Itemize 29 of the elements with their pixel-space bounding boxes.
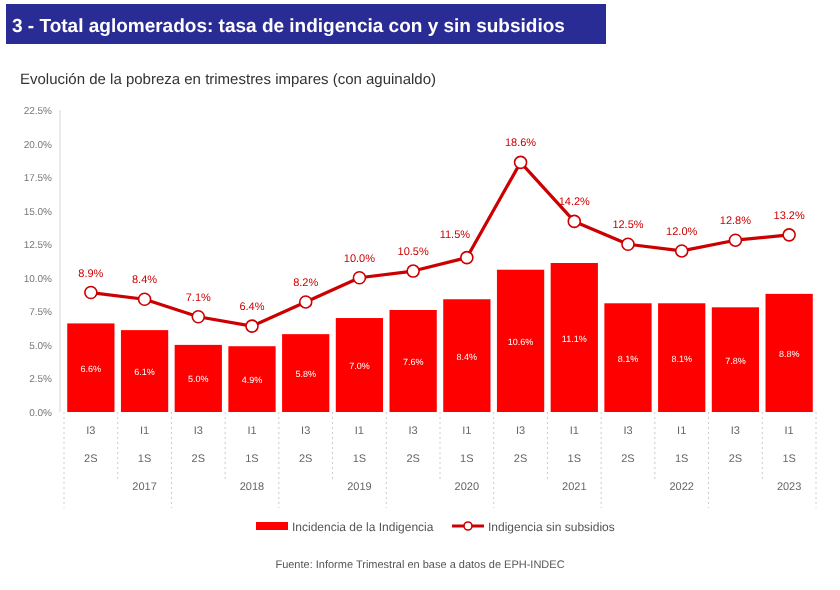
point bbox=[191, 309, 206, 324]
point bbox=[406, 264, 420, 278]
point bbox=[245, 319, 259, 333]
bar bbox=[228, 346, 276, 412]
bar bbox=[765, 293, 813, 412]
bar bbox=[335, 318, 384, 412]
chart-title: 3 - Total aglomerados: tasa de indigencia con y sin subsidios bbox=[12, 16, 565, 38]
bar bbox=[496, 269, 545, 412]
bar bbox=[443, 299, 491, 412]
point bbox=[137, 292, 152, 307]
bar bbox=[67, 323, 115, 412]
bar bbox=[711, 307, 760, 412]
point bbox=[674, 244, 689, 258]
point bbox=[513, 155, 528, 170]
point bbox=[298, 295, 313, 309]
point bbox=[460, 250, 474, 265]
bar bbox=[658, 303, 706, 412]
bar bbox=[604, 303, 652, 412]
point bbox=[84, 285, 98, 300]
bar bbox=[174, 344, 222, 412]
bar bbox=[120, 330, 169, 412]
point bbox=[352, 270, 367, 285]
point bbox=[567, 214, 582, 229]
point bbox=[728, 233, 743, 247]
point bbox=[621, 237, 635, 252]
bar bbox=[389, 309, 437, 412]
bar bbox=[550, 263, 598, 412]
point bbox=[782, 228, 796, 242]
bar bbox=[282, 334, 330, 412]
